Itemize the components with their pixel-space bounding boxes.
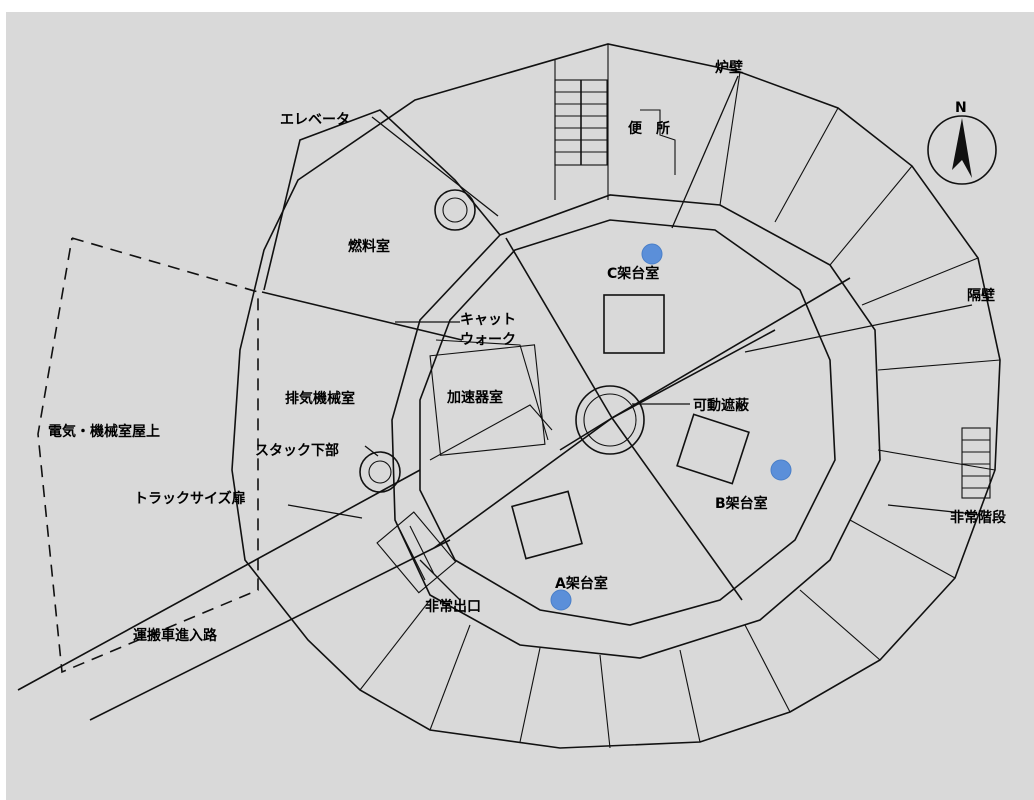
electric-roof-outline xyxy=(37,237,259,674)
label-electric-roof: 電気・機械室屋上 xyxy=(48,423,160,440)
north-compass: N xyxy=(927,100,997,185)
compass-letter: N xyxy=(955,100,967,116)
label-c-room: C架台室 xyxy=(607,265,659,282)
label-truck-door: トラックサイズ扉 xyxy=(134,490,246,507)
label-exhaust-room: 排気機械室 xyxy=(285,390,355,407)
label-partition: 隔壁 xyxy=(967,287,995,304)
label-stack-bottom: スタック下部 xyxy=(255,442,339,459)
vehicle-road xyxy=(17,469,451,721)
north-stairs xyxy=(554,79,608,166)
north-west-rooms xyxy=(261,44,609,461)
elevator-spiral xyxy=(434,189,476,231)
label-accelerator-room: 加速器室 xyxy=(446,389,503,406)
label-furnace-wall: 炉壁 xyxy=(715,59,743,76)
label-b-room: B架台室 xyxy=(715,495,768,512)
label-emergency-exit: 非常出口 xyxy=(425,598,481,615)
plan-background xyxy=(6,12,1034,800)
label-emergency-stairs: 非常階段 xyxy=(950,509,1006,526)
label-catwalk-2: ウォーク xyxy=(460,332,516,348)
movable-shield-core xyxy=(511,294,750,560)
leader-lines xyxy=(287,75,983,601)
toilet-outline xyxy=(640,109,676,175)
room-ring-wall xyxy=(391,194,881,659)
outer-building-wall xyxy=(231,43,1001,749)
east-stairs xyxy=(961,427,991,499)
c-room-marker xyxy=(641,243,663,265)
label-a-room: A架台室 xyxy=(555,575,608,592)
north-arrow-icon xyxy=(952,118,972,178)
label-vehicle-road: 運搬車進入路 xyxy=(133,627,218,644)
label-movable-shield: 可動遮蔽 xyxy=(693,397,750,414)
room-ring-partitions xyxy=(359,71,1001,749)
label-catwalk-1: キャット xyxy=(460,312,516,328)
label-fuel-room: 燃料室 xyxy=(348,238,390,255)
b-room-marker xyxy=(770,459,792,481)
stack-spiral xyxy=(359,451,401,493)
label-toilet: 便 所 xyxy=(628,120,670,137)
a-room-marker xyxy=(550,589,572,611)
shield-wall xyxy=(419,219,836,626)
label-elevator: エレベータ xyxy=(280,112,350,128)
